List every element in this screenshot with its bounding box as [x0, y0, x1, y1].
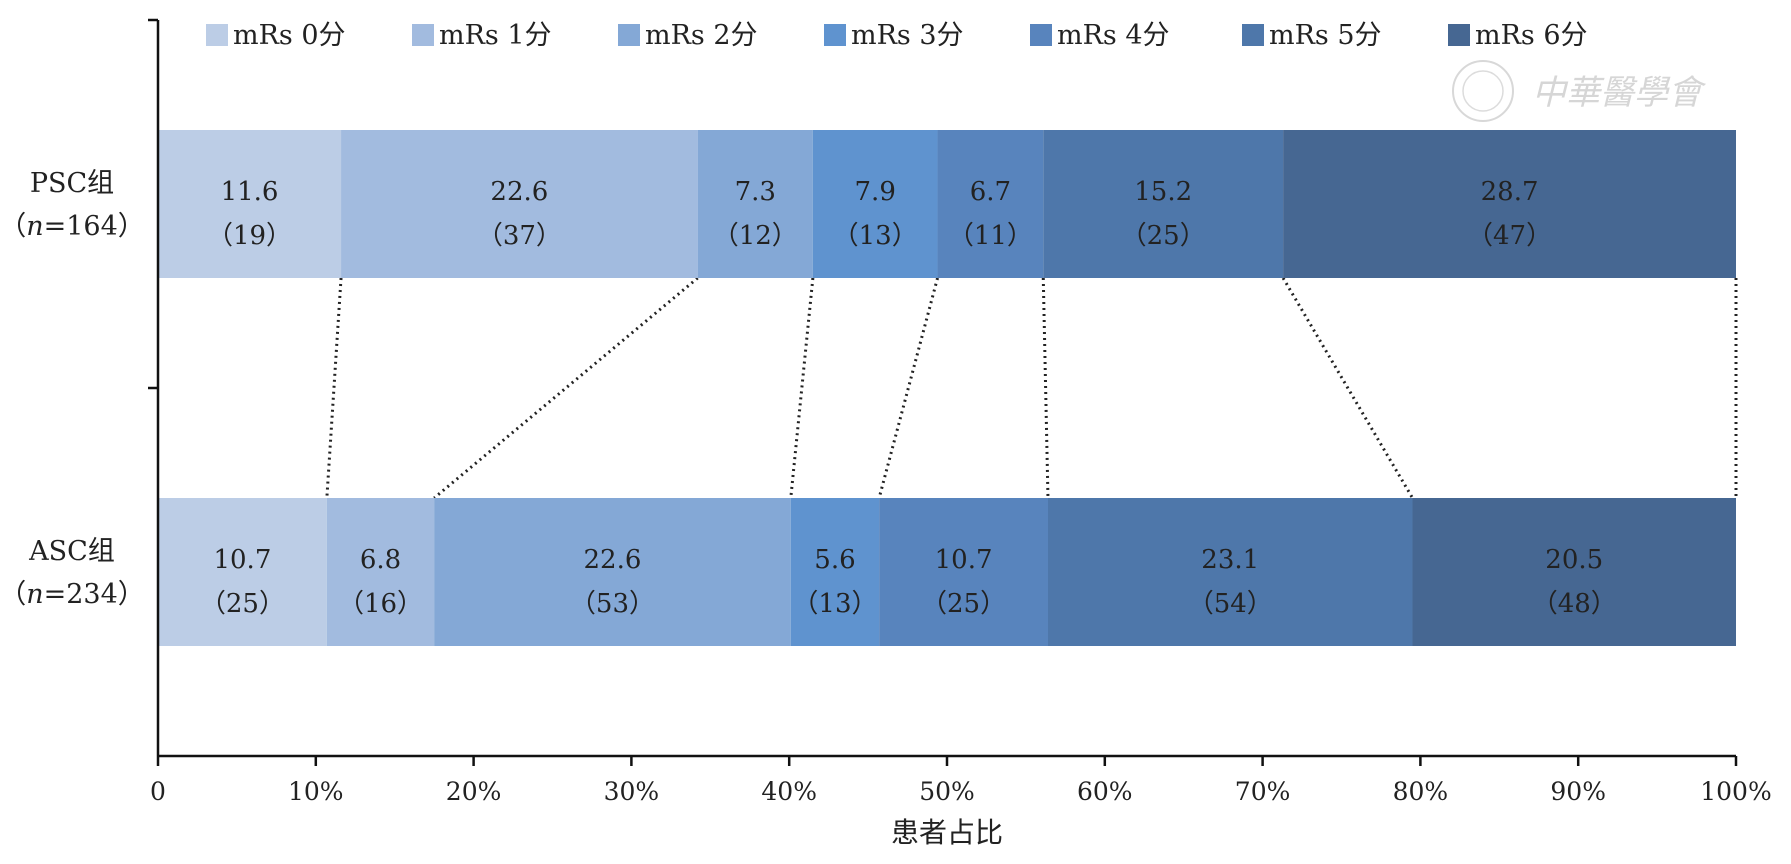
axes: 0 10% 20% 30% 40% 50% 60% 70% 80% 90% 100% 患者占比	[148, 18, 1772, 849]
data-label-value-0-6: 28.7	[1481, 177, 1539, 207]
data-label-count-0-1: （37）	[477, 221, 562, 251]
data-label-count-0-5: （25）	[1121, 221, 1206, 251]
x-tick-label-6: 60%	[1077, 777, 1133, 806]
x-axis-title: 患者占比	[891, 816, 1003, 849]
legend-label-6: mRs 6分	[1475, 20, 1588, 51]
bar-segment-1-2	[434, 498, 791, 646]
data-label-value-1-4: 10.7	[935, 545, 993, 575]
legend-label-4: mRs 4分	[1057, 20, 1170, 51]
bar-segment-0-6	[1283, 130, 1736, 278]
x-tick-label-5: 50%	[919, 777, 975, 806]
data-label-count-0-0: （19）	[207, 221, 292, 251]
data-label-value-0-1: 22.6	[490, 177, 548, 207]
x-tick-label-3: 30%	[604, 777, 660, 806]
legend: mRs 0分 mRs 1分 mRs 2分 mRs 3分 mRs 4分 mRs 5分 mRs …	[206, 20, 1588, 51]
x-tick-label-9: 90%	[1550, 777, 1606, 806]
bar-segment-1-5	[1047, 498, 1413, 646]
legend-swatch-4	[1030, 24, 1052, 46]
data-label-count-1-6: （48）	[1532, 589, 1617, 619]
data-label-value-1-1: 6.8	[360, 545, 401, 575]
legend-swatch-0	[206, 24, 228, 46]
data-label-count-1-3: （13）	[792, 589, 877, 619]
connector-line-3	[789, 277, 815, 499]
connector-line-5	[1041, 277, 1050, 499]
x-tick-label-2: 20%	[446, 777, 502, 806]
bars: 11.6 （19） 22.6 （37） 7.3 （12） 7.9 （13） 6.7 （11） 15.…	[158, 130, 1736, 646]
legend-swatch-1	[412, 24, 434, 46]
data-label-count-0-4: （11）	[948, 221, 1033, 251]
legend-label-2: mRs 2分	[645, 20, 758, 51]
data-label-value-0-4: 6.7	[970, 177, 1011, 207]
legend-label-0: mRs 0分	[233, 20, 346, 51]
data-label-count-1-2: （53）	[570, 589, 655, 619]
connector-line-2	[433, 276, 699, 500]
data-label-value-1-0: 10.7	[213, 545, 271, 575]
bar-segment-1-0	[158, 498, 327, 646]
data-label-count-0-6: （47）	[1467, 221, 1552, 251]
data-label-count-1-1: （16）	[338, 589, 423, 619]
data-label-value-0-5: 15.2	[1134, 177, 1192, 207]
bar-segment-1-1	[326, 498, 435, 646]
x-tick-label-8: 80%	[1393, 777, 1449, 806]
data-label-count-1-0: （25）	[200, 589, 285, 619]
bar-segment-0-1	[341, 130, 698, 278]
data-label-value-1-3: 5.6	[814, 545, 855, 575]
legend-swatch-6	[1448, 24, 1470, 46]
x-tick-label-7: 70%	[1235, 777, 1291, 806]
category-sublabel-0: （n=164）	[0, 211, 145, 242]
data-label-value-1-6: 20.5	[1545, 545, 1603, 575]
bar-segment-0-0	[158, 130, 342, 278]
data-label-value-1-5: 23.1	[1201, 545, 1259, 575]
category-labels: PSC组 （n=164） ASC组 （n=234）	[0, 168, 145, 610]
connector-line-1	[325, 277, 343, 499]
x-tick-label-1: 10%	[288, 777, 344, 806]
category-label-0: PSC组	[30, 168, 114, 199]
bar-segment-1-6	[1412, 498, 1736, 646]
data-label-count-0-3: （13）	[833, 221, 918, 251]
bar-segment-0-4	[937, 130, 1044, 278]
connector-lines	[325, 276, 1738, 500]
x-tick-label-4: 40%	[761, 777, 817, 806]
legend-swatch-2	[618, 24, 640, 46]
data-label-value-0-2: 7.3	[735, 177, 776, 207]
data-label-value-0-3: 7.9	[855, 177, 896, 207]
category-sublabel-1: （n=234）	[0, 579, 145, 610]
legend-swatch-5	[1242, 24, 1264, 46]
connector-line-4	[877, 277, 939, 499]
watermark-seal-inner	[1462, 70, 1504, 112]
bar-segment-0-3	[812, 130, 938, 278]
connector-line-6	[1281, 277, 1414, 499]
x-tick-label-10: 100%	[1700, 777, 1771, 806]
legend-label-5: mRs 5分	[1269, 20, 1382, 51]
x-tick-label-0: 0	[150, 777, 166, 806]
category-label-1: ASC组	[28, 536, 115, 567]
data-label-count-1-4: （25）	[921, 589, 1006, 619]
data-label-value-1-2: 22.6	[584, 545, 642, 575]
bar-segment-1-3	[790, 498, 880, 646]
bar-segment-1-4	[879, 498, 1048, 646]
legend-swatch-3	[824, 24, 846, 46]
bar-segment-0-2	[697, 130, 813, 278]
watermark: 中華醫學會	[1452, 60, 1707, 122]
data-label-value-0-0: 11.6	[221, 177, 279, 207]
data-label-count-0-2: （12）	[713, 221, 798, 251]
watermark-seal	[1452, 60, 1514, 122]
legend-label-3: mRs 3分	[851, 20, 964, 51]
bar-segment-0-5	[1043, 130, 1284, 278]
data-label-count-1-5: （54）	[1188, 589, 1273, 619]
watermark-text: 中華醫學會	[1532, 73, 1707, 113]
legend-label-1: mRs 1分	[439, 20, 552, 51]
